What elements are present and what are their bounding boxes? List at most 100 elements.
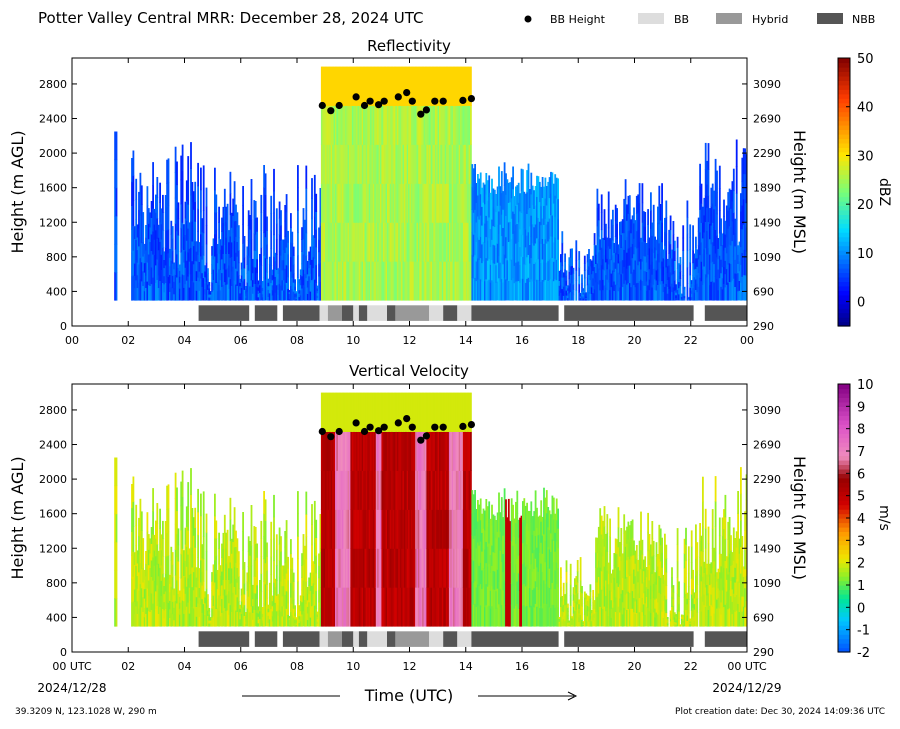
colorbar-swatch bbox=[838, 219, 850, 224]
field-cell bbox=[141, 511, 143, 531]
field-cell bbox=[294, 283, 296, 287]
field-cell bbox=[244, 247, 246, 258]
field-cell bbox=[557, 509, 559, 529]
colorbar-swatch bbox=[838, 246, 850, 251]
reflectivity-ylabel: Height (m AGL) bbox=[8, 130, 27, 253]
velocity-title: Vertical Velocity bbox=[349, 362, 469, 380]
field-cell bbox=[609, 519, 611, 537]
x-tick-label: 02 bbox=[121, 334, 135, 347]
field-cell bbox=[234, 507, 236, 527]
field-cell bbox=[661, 222, 663, 242]
field-cell bbox=[224, 189, 226, 208]
field-cell bbox=[142, 553, 144, 568]
field-cell bbox=[291, 558, 293, 570]
field-cell bbox=[581, 279, 583, 284]
field-cell bbox=[315, 247, 317, 265]
field-cell bbox=[251, 505, 253, 526]
field-cell bbox=[182, 471, 184, 497]
y-tick-label: 2400 bbox=[39, 113, 67, 126]
field-cell bbox=[172, 239, 174, 252]
colorbar-swatch bbox=[838, 308, 850, 313]
field-cell bbox=[674, 261, 676, 271]
field-cell bbox=[218, 533, 220, 549]
field-cell bbox=[677, 247, 679, 258]
velocity-ylabel-right: Height (m MSL) bbox=[790, 456, 809, 580]
field-cell bbox=[206, 514, 208, 533]
field-cell bbox=[187, 180, 189, 205]
y-tick-label: 2000 bbox=[39, 147, 67, 160]
field-cell bbox=[266, 556, 268, 570]
colorbar-swatch bbox=[838, 286, 850, 291]
field-cell bbox=[280, 551, 282, 567]
field-cell bbox=[182, 145, 184, 171]
field-cell bbox=[178, 561, 180, 578]
field-cell bbox=[581, 613, 583, 620]
field-cell bbox=[577, 571, 579, 583]
bb-segment-nbb bbox=[705, 305, 747, 321]
field-cell bbox=[670, 230, 672, 245]
bb-segment-bb bbox=[353, 305, 359, 321]
colorbar-swatch bbox=[838, 116, 850, 121]
field-cell bbox=[512, 167, 514, 190]
field-cell bbox=[238, 238, 240, 251]
field-cell bbox=[265, 195, 267, 217]
field-cell bbox=[203, 188, 205, 211]
field-cell bbox=[162, 230, 164, 248]
colorbar-swatch bbox=[838, 58, 850, 63]
field-cell bbox=[251, 179, 253, 200]
field-cell bbox=[287, 277, 289, 289]
field-cell bbox=[581, 274, 583, 279]
field-cell bbox=[238, 589, 240, 602]
field-cell bbox=[584, 263, 586, 271]
colorbar-swatch bbox=[838, 210, 850, 215]
field-cell bbox=[270, 231, 272, 249]
field-cell bbox=[575, 290, 577, 301]
field-cell bbox=[156, 524, 158, 545]
field-cell bbox=[665, 201, 667, 218]
field-cell bbox=[639, 183, 641, 203]
field-cell bbox=[305, 166, 307, 189]
field-cell bbox=[680, 271, 682, 279]
field-cell bbox=[197, 512, 199, 535]
colorbar-swatch bbox=[838, 197, 850, 202]
field-cell bbox=[736, 193, 738, 220]
field-cell bbox=[187, 156, 189, 181]
field-cell bbox=[116, 486, 118, 515]
legend-swatch-bb bbox=[638, 13, 664, 24]
bb-height-point bbox=[319, 102, 326, 109]
bb-segment-bb bbox=[367, 305, 387, 321]
field-cell bbox=[560, 567, 562, 577]
field-cell bbox=[699, 164, 701, 187]
field-cell bbox=[215, 538, 217, 556]
field-cell bbox=[176, 488, 178, 512]
field-cell bbox=[581, 283, 583, 288]
field-cell bbox=[566, 571, 568, 583]
field-cell bbox=[680, 264, 682, 272]
field-cell bbox=[687, 234, 689, 251]
field-cell bbox=[290, 213, 292, 228]
field-cell bbox=[116, 598, 118, 627]
field-cell bbox=[570, 585, 572, 596]
field-cell bbox=[682, 275, 684, 288]
field-cell bbox=[577, 560, 579, 572]
field-cell bbox=[227, 530, 229, 547]
field-cell bbox=[162, 521, 164, 539]
field-cell bbox=[605, 224, 607, 237]
field-cell bbox=[270, 539, 272, 557]
field-cell bbox=[215, 195, 217, 213]
field-cell bbox=[606, 514, 608, 533]
field-cell bbox=[251, 219, 253, 240]
field-cell bbox=[608, 192, 610, 211]
field-cell bbox=[315, 520, 317, 538]
field-cell bbox=[661, 183, 663, 203]
field-cell bbox=[584, 271, 586, 279]
field-cell bbox=[677, 237, 679, 248]
field-cell bbox=[178, 545, 180, 562]
field-cell bbox=[580, 557, 582, 569]
field-cell bbox=[135, 525, 137, 546]
y-tick-right-label: 290 bbox=[753, 320, 774, 333]
field-cell bbox=[687, 267, 689, 284]
field-cell bbox=[560, 577, 562, 587]
field-cell bbox=[578, 284, 580, 293]
y-tick-right-label: 1490 bbox=[753, 216, 781, 229]
